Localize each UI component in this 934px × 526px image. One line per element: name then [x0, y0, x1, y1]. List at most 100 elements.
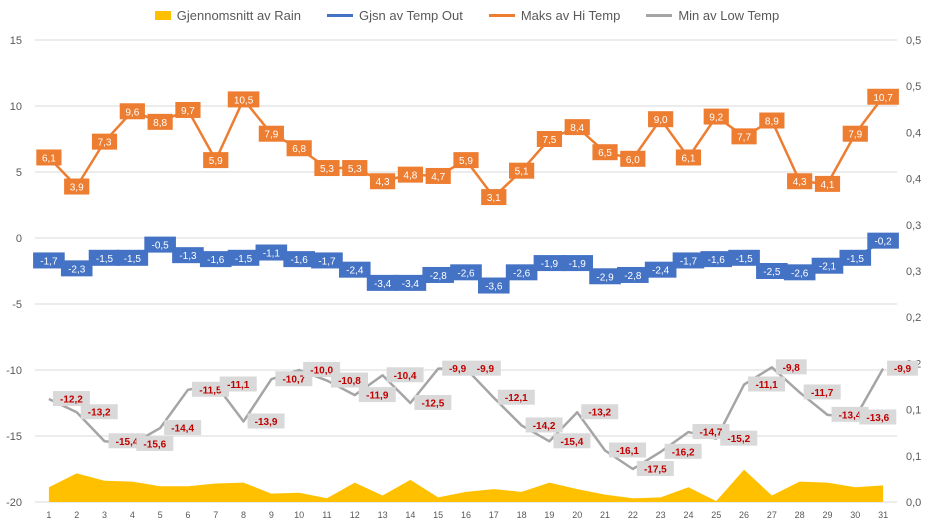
low-temp-data-label: -14,4 [171, 424, 194, 435]
legend-label-low-temp: Min av Low Temp [678, 8, 780, 23]
low-temp-data-label: -11,1 [755, 380, 778, 391]
x-tick-label: 16 [461, 510, 471, 520]
temp-out-marker [728, 249, 760, 266]
temp-out-marker [116, 249, 149, 266]
x-tick-label: 21 [600, 510, 610, 520]
low-temp-label-box [553, 433, 591, 449]
low-temp-data-label: -15,2 [727, 434, 750, 445]
hi-temp-marker [759, 112, 785, 129]
rain-area [48, 469, 884, 502]
low-temp-label-box [859, 409, 897, 425]
low-temp-data-label: -11,1 [227, 380, 250, 391]
y-left-tick-label: -15 [6, 431, 22, 443]
hi-temp-marker [675, 149, 702, 166]
low-temp-label-box [80, 404, 118, 420]
temp-out-data-label: -1,5 [96, 254, 114, 265]
y-left-tick-label: 15 [10, 35, 22, 47]
temp-out-marker [311, 252, 343, 269]
temp-out-data-label: -2,6 [791, 268, 809, 279]
temp-out-data-label: -3,4 [402, 279, 420, 290]
y-right-tick-label: 0,4 [906, 174, 921, 186]
low-temp-label-box [525, 417, 563, 433]
temp-out-marker [338, 261, 371, 278]
legend-item-rain[interactable]: Gjennomsnitt av Rain [154, 8, 301, 23]
legend-item-low-temp[interactable]: Min av Low Temp [646, 8, 779, 23]
hi-temp-data-label: 5,3 [348, 164, 362, 175]
y-right-tick-label: 0,1 [906, 405, 921, 417]
hi-temp-marker [648, 111, 674, 128]
y-right-tick-label: 0,3 [906, 220, 921, 232]
hi-temp-marker [536, 131, 563, 147]
temp-out-marker [172, 247, 204, 264]
low-temp-label-box [275, 371, 313, 387]
hi-temp-data-label: 7,9 [848, 130, 862, 141]
hi-temp-data-label: 7,5 [542, 135, 556, 146]
low-temp-label-box [136, 435, 174, 451]
x-tick-label: 10 [294, 510, 304, 520]
temp-out-data-label: -1,5 [235, 254, 253, 265]
x-tick-label: 25 [711, 510, 721, 520]
hi-temp-data-label: 6,1 [42, 153, 56, 164]
low-temp-data-label: -10,8 [338, 376, 361, 387]
x-tick-label: 6 [185, 510, 190, 520]
low-temp-label-box [470, 360, 501, 376]
low-temp-data-label: -9,9 [894, 364, 912, 375]
temp-out-marker [394, 274, 427, 291]
low-temp-label-box [748, 376, 786, 392]
legend-item-hi-temp[interactable]: Maks av Hi Temp [488, 8, 620, 23]
low-temp-label-box [831, 406, 869, 422]
temp-out-data-label: -1,7 [318, 256, 336, 267]
x-tick-label: 12 [350, 510, 360, 520]
x-tick-label: 28 [795, 510, 805, 520]
hi-temp-data-label: 10,5 [234, 95, 254, 106]
hi-temp-marker [787, 173, 813, 190]
y-right-tick-label: 0,1 [906, 451, 921, 463]
x-tick-label: 5 [158, 510, 163, 520]
low-temp-data-label: -9,9 [477, 364, 495, 375]
x-tick-label: 26 [739, 510, 749, 520]
hi-temp-marker [453, 152, 479, 169]
hi-temp-marker [481, 189, 507, 206]
legend-item-temp-out[interactable]: Gjsn av Temp Out [327, 8, 463, 23]
x-tick-label: 23 [656, 510, 666, 520]
low-temp-label-box [247, 413, 285, 429]
hi-temp-marker [227, 91, 260, 108]
x-tick-label: 9 [269, 510, 274, 520]
temp-out-data-label: -2,9 [596, 272, 614, 283]
hi-temp-marker [314, 160, 340, 177]
hi-temp-data-label: 7,9 [264, 130, 278, 141]
temp-out-data-label: -1,6 [708, 255, 726, 266]
temp-out-marker [533, 255, 566, 272]
x-tick-label: 11 [322, 510, 331, 520]
temp-out-data-label: -1,6 [207, 255, 225, 266]
hi-temp-marker [369, 173, 396, 190]
temp-out-data-label: -1,5 [124, 254, 142, 265]
hi-temp-marker [175, 101, 201, 118]
x-tick-label: 29 [822, 510, 832, 520]
temp-out-marker [589, 268, 621, 285]
y-left-tick-label: 0 [16, 233, 22, 245]
temp-out-data-label: -2,3 [68, 264, 86, 275]
hi-temp-line [48, 96, 885, 199]
low-temp-label-box [581, 404, 619, 420]
hi-temp-data-label: 9,2 [709, 113, 723, 124]
low-temp-label-box [775, 359, 807, 375]
hi-temp-marker [425, 167, 451, 184]
low-temp-label-box [609, 442, 647, 458]
temp-out-data-label: -1,7 [680, 256, 698, 267]
low-temp-data-label: -11,5 [199, 385, 222, 396]
low-temp-label-box [108, 433, 146, 449]
hi-temp-marker [91, 133, 118, 150]
low-temp-data-label: -11,9 [366, 391, 389, 402]
temp-out-data-label: -2,6 [513, 268, 531, 279]
hi-temp-data-label: 3,1 [487, 193, 501, 204]
y-left-tick-label: -20 [6, 497, 22, 509]
low-temp-data-label: -10,7 [282, 375, 305, 386]
x-tick-label: 30 [850, 510, 860, 520]
temp-out-data-label: -1,3 [179, 251, 197, 262]
temp-out-marker [60, 260, 93, 277]
y-right-tick-label: 0,5 [906, 35, 921, 47]
low-temp-data-label: -16,1 [616, 446, 639, 457]
low-temp-label-box [414, 395, 452, 410]
hi-temp-data-label: 8,8 [153, 118, 167, 129]
